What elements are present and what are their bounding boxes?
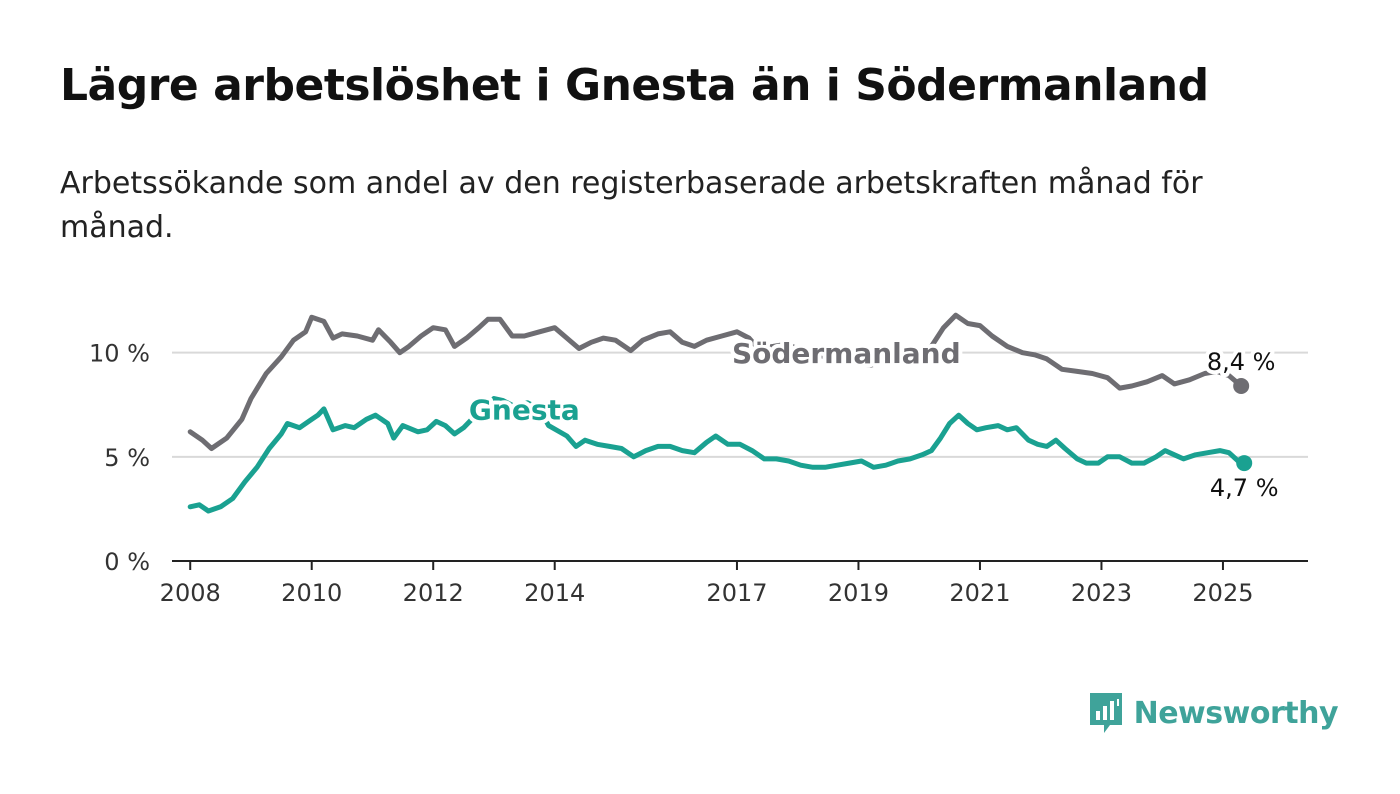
newsworthy-logo-icon — [1089, 693, 1122, 733]
y-tick-label: 5 % — [104, 444, 150, 472]
y-axis-labels: 0 % 5 % 10 % — [89, 340, 150, 576]
chart-subtitle: Arbetssökande som andel av den registerb… — [60, 166, 1203, 245]
series-lines — [187, 312, 1247, 514]
end-value-label: 4,7 % — [1210, 474, 1279, 502]
y-tick-label: 10 % — [89, 340, 150, 368]
series-labels: Södermanland Gnesta — [465, 333, 965, 430]
brand-logo: Newsworthy — [1088, 690, 1339, 736]
x-tick-label: 2021 — [949, 579, 1010, 607]
brand-name: Newsworthy — [1133, 695, 1339, 731]
y-tick-label: 0 % — [104, 548, 150, 576]
x-tick-label: 2025 — [1192, 579, 1253, 607]
x-tick-label: 2023 — [1071, 579, 1132, 607]
x-tick-label: 2008 — [160, 579, 221, 607]
end-markers: 8,4 % 4,7 % — [1203, 344, 1283, 506]
series-line-södermanland — [187, 312, 1244, 451]
series-label-södermanland: Södermanland — [732, 337, 961, 370]
chart-title: Lägre arbetslöshet i Gnesta än i Söderma… — [60, 60, 1209, 111]
x-axis: 2008 2010 2012 2014 2017 2019 2021 2023 2025 — [160, 560, 1308, 607]
x-tick-label: 2017 — [706, 579, 767, 607]
end-point-södermanland — [1233, 378, 1250, 394]
end-value-label: 8,4 % — [1207, 348, 1276, 376]
x-tick-label: 2010 — [281, 579, 342, 607]
x-tick-label: 2012 — [403, 579, 464, 607]
series-label-gnesta: Gnesta — [469, 393, 580, 426]
x-tick-label: 2019 — [828, 579, 889, 607]
end-point-gnesta — [1236, 455, 1253, 472]
x-tick-label: 2014 — [524, 579, 585, 607]
series-line-gnesta — [187, 396, 1247, 514]
